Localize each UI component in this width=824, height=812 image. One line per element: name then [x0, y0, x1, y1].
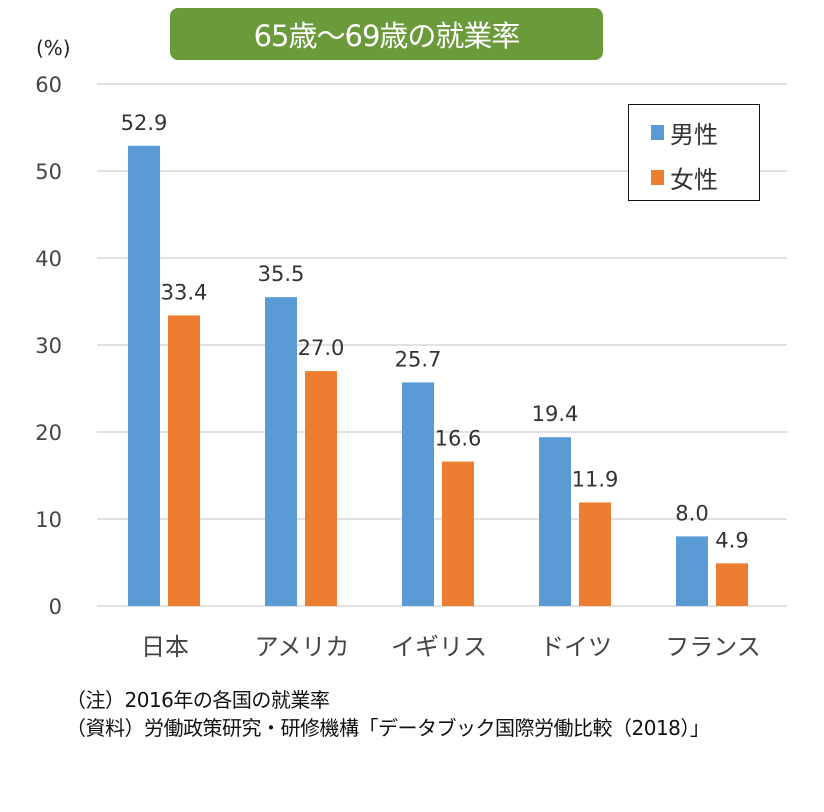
bar-female	[168, 315, 200, 606]
y-tick-label: 10	[35, 508, 62, 532]
footnotes: （注）2016年の各国の就業率 （資料）労働政策研究・研修機構「データブック国際…	[66, 686, 710, 742]
data-label: 52.9	[121, 111, 168, 135]
bar-female	[579, 502, 611, 606]
legend-item-male: 男性	[651, 115, 718, 150]
y-tick-label: 50	[35, 160, 62, 184]
bar-male	[676, 536, 708, 606]
y-tick-label: 60	[35, 73, 62, 97]
y-tick-label: 40	[35, 247, 62, 271]
x-category-label: 日本	[141, 633, 189, 661]
bar-female	[305, 371, 337, 606]
bar-male	[265, 297, 297, 606]
source-text: （資料）労働政策研究・研修機構「データブック国際労働比較（2018）」	[66, 716, 710, 740]
data-label: 8.0	[675, 501, 708, 525]
data-label: 27.0	[298, 336, 345, 360]
bar-male	[128, 145, 160, 606]
x-category-label: フランス	[665, 633, 761, 661]
data-label: 25.7	[395, 347, 442, 371]
legend-label-female: 女性	[670, 166, 718, 194]
y-tick-label: 0	[49, 595, 62, 619]
bar-female	[442, 461, 474, 606]
bar-male	[539, 437, 571, 606]
data-label: 35.5	[258, 262, 305, 286]
legend-swatch-male	[651, 125, 664, 140]
y-axis-unit: (%)	[36, 36, 71, 60]
legend-item-female: 女性	[651, 160, 718, 195]
bar-female	[716, 563, 748, 606]
data-label: 4.9	[715, 528, 748, 552]
x-category-label: イギリス	[391, 633, 487, 661]
chart-title: 65歳～69歳の就業率	[170, 8, 603, 60]
bar-chart: 0 10 20 30 40 50 60 日本 52.9 33.4 アメリカ 35.5 27.0 イギリス 2…	[35, 73, 787, 661]
y-tick-label: 20	[35, 421, 62, 445]
note-text: （注）2016年の各国の就業率	[66, 688, 330, 712]
legend-label-male: 男性	[670, 121, 718, 149]
x-category-label: ドイツ	[540, 633, 612, 661]
data-label: 11.9	[572, 467, 619, 491]
legend-swatch-female	[651, 170, 664, 185]
data-label: 19.4	[532, 402, 579, 426]
data-label: 16.6	[435, 427, 482, 451]
x-category-label: アメリカ	[255, 633, 350, 661]
y-tick-label: 30	[35, 334, 62, 358]
bar-male	[402, 382, 434, 606]
legend: 男性 女性	[628, 104, 760, 201]
data-label: 33.4	[161, 280, 208, 304]
